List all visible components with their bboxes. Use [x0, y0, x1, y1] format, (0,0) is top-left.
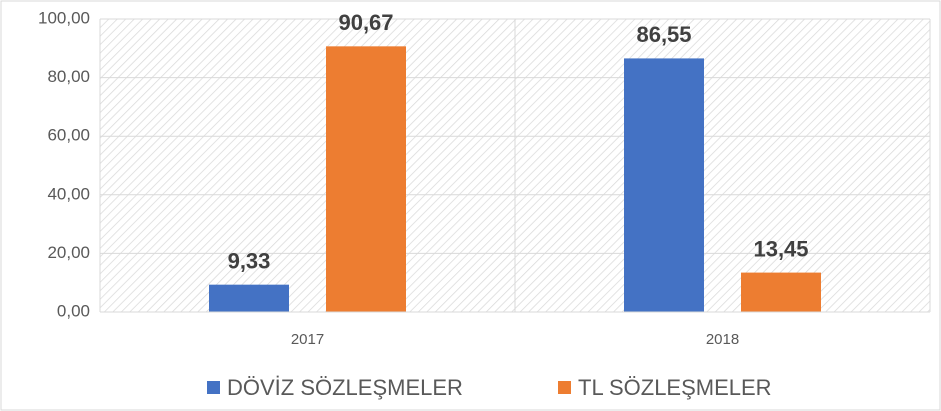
y-tick-label: 0,00 — [57, 301, 90, 320]
data-label: 13,45 — [753, 236, 808, 261]
bar — [624, 58, 704, 312]
legend-swatch — [558, 381, 571, 394]
legend-label: TL SÖZLEŞMELER — [578, 375, 772, 400]
legend-label: DÖVİZ SÖZLEŞMELER — [227, 375, 463, 400]
x-tick-label: 2017 — [291, 331, 324, 348]
bar — [741, 272, 821, 312]
y-tick-label: 80,00 — [47, 67, 90, 86]
x-tick-label: 2018 — [706, 331, 739, 348]
y-tick-label: 40,00 — [47, 184, 90, 203]
data-label: 86,55 — [636, 22, 691, 47]
y-tick-label: 60,00 — [47, 126, 90, 145]
bar — [326, 46, 406, 312]
y-tick-label: 100,00 — [38, 8, 90, 27]
legend-swatch — [207, 381, 220, 394]
bar — [209, 284, 289, 312]
data-label: 9,33 — [228, 248, 271, 273]
y-tick-label: 20,00 — [47, 243, 90, 262]
data-label: 90,67 — [338, 10, 393, 35]
